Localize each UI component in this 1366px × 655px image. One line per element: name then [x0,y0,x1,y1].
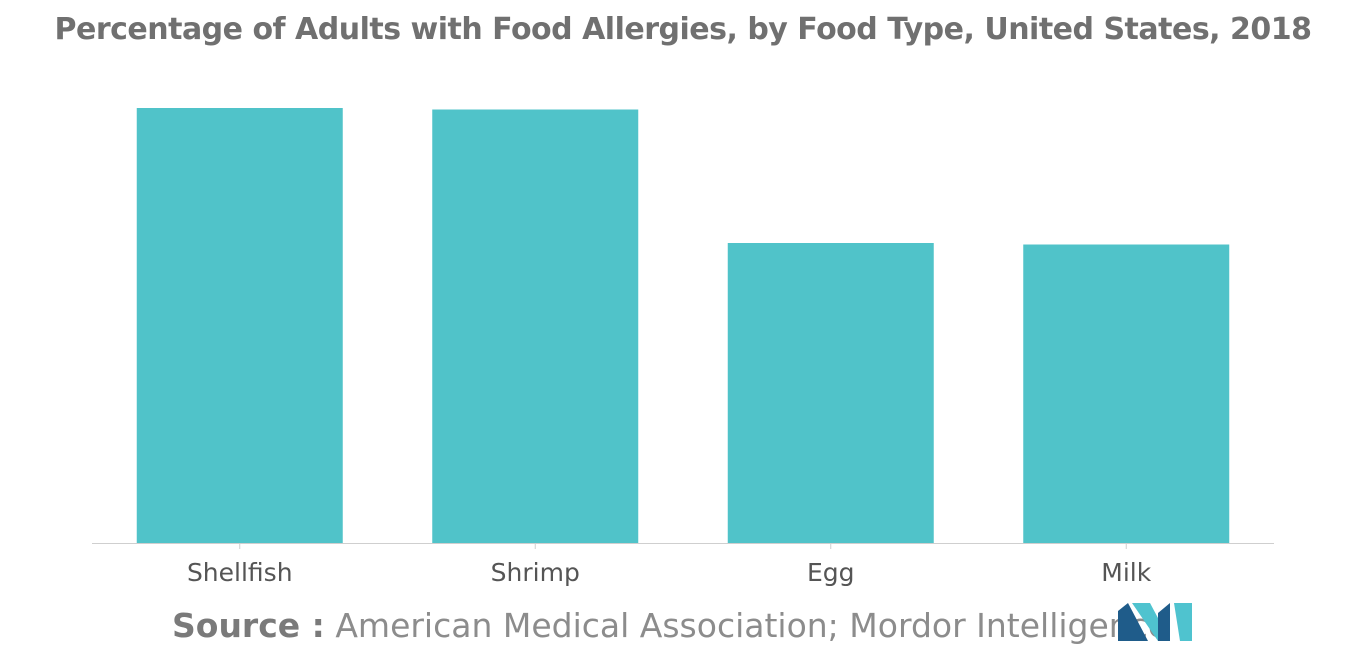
mordor-intelligence-logo-icon [1118,603,1192,641]
x-tick-label: Egg [807,558,855,587]
x-tick-label: Shellfish [187,558,293,587]
bar-milk [1023,244,1230,543]
bar-shellfish [136,108,343,543]
x-axis-labels: Shellfish Shrimp Egg Milk [187,558,1152,587]
source-note: Source : American Medical Association; M… [172,606,1168,645]
bar-egg [727,243,934,543]
x-axis-ticks [239,543,1127,549]
bar-chart: Shellfish Shrimp Egg Milk [92,108,1274,587]
chart-title: Percentage of Adults with Food Allergies… [54,12,1312,47]
source-label: Source : [172,606,325,645]
x-tick-label: Milk [1101,558,1151,587]
bars-group [136,108,1230,543]
x-tick-label: Shrimp [491,558,580,587]
source-text: American Medical Association; Mordor Int… [335,606,1169,645]
bar-shrimp [432,109,639,543]
